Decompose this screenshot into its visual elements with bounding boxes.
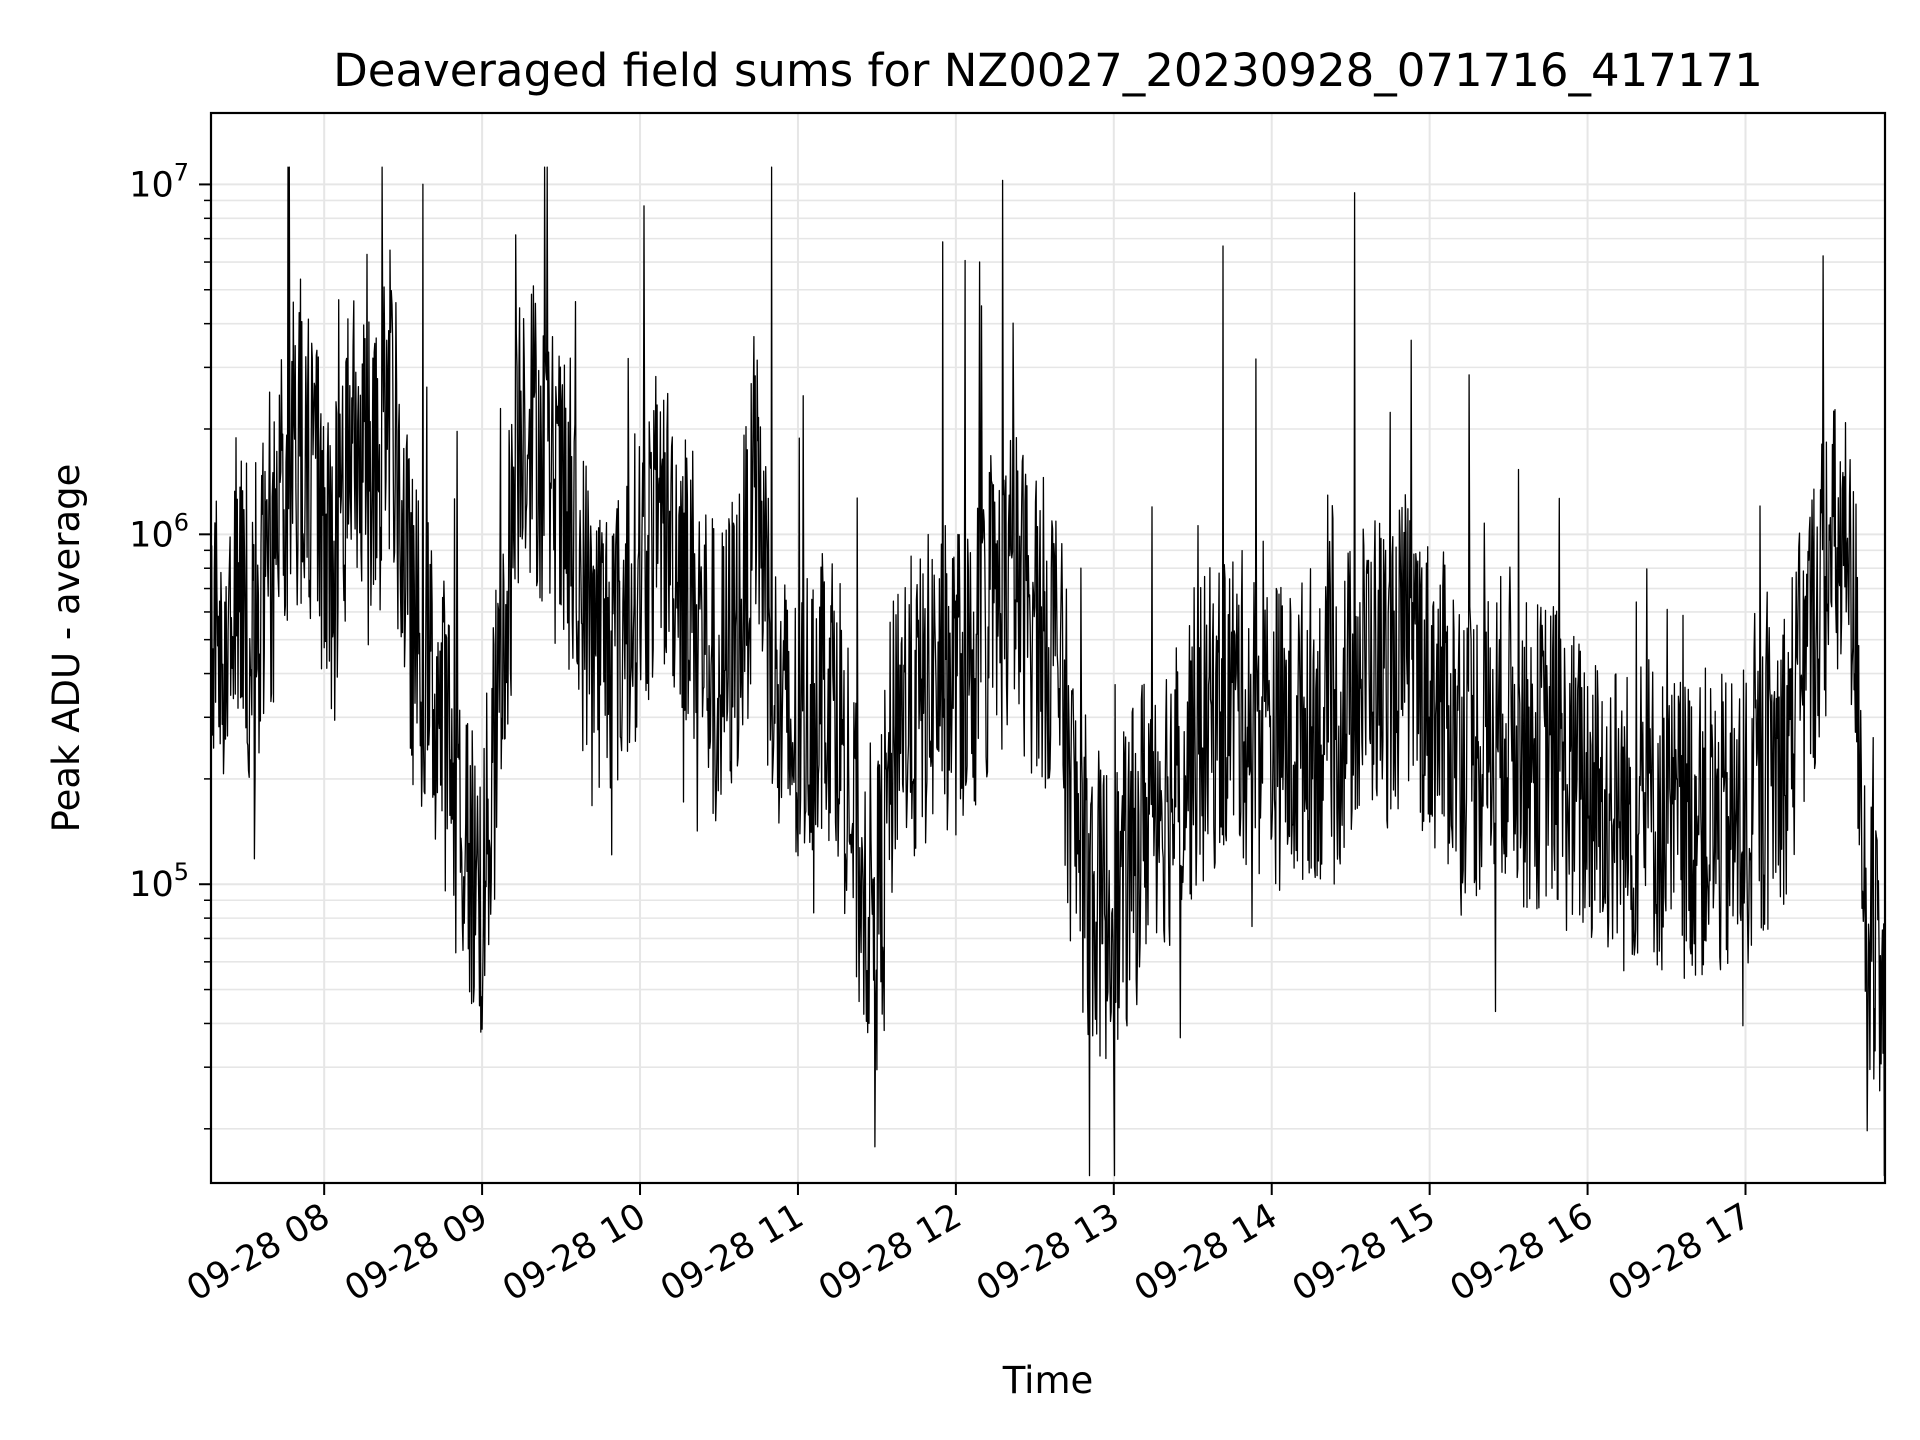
y-axis-label: Peak ADU - average — [45, 464, 88, 833]
y-tick-label: 106 — [129, 508, 189, 555]
y-tick-label: 107 — [129, 158, 189, 205]
y-tick-exponent: 6 — [174, 508, 189, 536]
y-tick-base: 10 — [129, 515, 174, 555]
series-line-0 — [210, 166, 1886, 1177]
series-layer — [210, 166, 1886, 1177]
y-tick-label: 105 — [129, 858, 189, 905]
x-axis-label: Time — [1002, 1359, 1094, 1402]
y-tick-exponent: 5 — [174, 858, 189, 886]
y-tick-base: 10 — [129, 865, 174, 905]
y-tick-base: 10 — [129, 165, 174, 205]
y-tick-exponent: 7 — [174, 158, 189, 186]
chart-title: Deaveraged field sums for NZ0027_2023092… — [333, 44, 1763, 97]
plot-frame — [209, 111, 1887, 1185]
